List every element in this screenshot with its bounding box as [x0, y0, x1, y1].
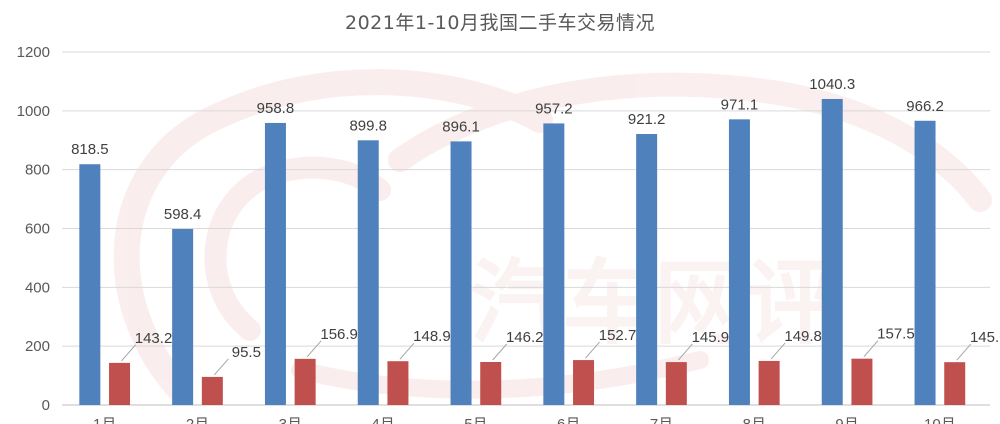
x-tick-label: 6月	[557, 416, 580, 424]
data-label-series-1: 921.2	[628, 111, 666, 128]
bar-series-1	[914, 120, 936, 405]
data-label-series-1: 818.5	[71, 141, 109, 158]
bar-series-1	[450, 141, 472, 405]
x-tick-label: 10月	[924, 416, 956, 424]
bar-series-2	[944, 362, 966, 405]
data-label-series-2: 148.9	[413, 328, 451, 345]
bar-series-2	[665, 362, 687, 405]
bar-series-1	[172, 228, 194, 405]
data-label-series-2: 143.2	[135, 330, 173, 347]
data-label-series-2: 95.5	[232, 344, 261, 361]
bar-series-2	[851, 358, 873, 405]
bar-series-1	[821, 98, 843, 405]
leader-line	[399, 342, 415, 360]
y-tick-label: 0	[42, 397, 50, 414]
x-tick-label: 9月	[835, 416, 858, 424]
bar-series-2	[201, 376, 223, 405]
leader-line	[585, 341, 600, 359]
data-label-series-2: 149.8	[784, 328, 822, 345]
data-label-series-1: 966.2	[906, 98, 944, 115]
bar-series-1	[264, 122, 286, 405]
leader-line	[121, 344, 136, 362]
x-tick-label: 5月	[464, 416, 487, 424]
leader-line	[677, 343, 693, 361]
data-label-series-1: 957.2	[535, 100, 573, 117]
bar-series-1	[636, 134, 658, 405]
bar-series-2	[109, 362, 131, 405]
bar-series-2	[480, 361, 502, 405]
bar-series-1	[357, 140, 379, 405]
data-label-series-1: 899.8	[349, 117, 387, 134]
data-label-series-2: 157.5	[877, 326, 915, 343]
leader-line	[770, 342, 786, 360]
data-label-series-1: 971.1	[721, 96, 759, 113]
data-label-series-2: 156.9	[320, 326, 358, 343]
data-label-series-2: 145.6	[970, 329, 1000, 346]
bar-series-1	[543, 123, 565, 405]
y-tick-label: 200	[25, 338, 50, 355]
x-tick-label: 8月	[743, 416, 766, 424]
y-tick-label: 1200	[17, 44, 50, 61]
bar-series-1	[79, 164, 101, 405]
x-tick-label: 3月	[279, 416, 302, 424]
leader-line	[306, 340, 322, 358]
x-tick-label: 4月	[371, 416, 394, 424]
chart-title: 2021年1-10月我国二手车交易情况	[345, 12, 655, 34]
x-tick-label: 2月	[186, 416, 209, 424]
y-tick-label: 800	[25, 162, 50, 179]
data-label-series-1: 958.8	[257, 100, 295, 117]
y-tick-label: 400	[25, 279, 50, 296]
leader-line	[213, 358, 229, 376]
data-label-series-2: 145.9	[692, 329, 730, 346]
bar-series-2	[387, 361, 409, 405]
y-tick-label: 1000	[17, 103, 50, 120]
bar-series-1	[728, 119, 750, 405]
data-label-series-1: 896.1	[442, 118, 480, 135]
data-label-series-1: 598.4	[164, 206, 202, 223]
bar-series-2	[758, 360, 780, 405]
data-label-series-2: 146.2	[506, 329, 544, 346]
leader-line	[863, 340, 879, 357]
bar-series-2	[294, 358, 316, 405]
x-tick-label: 7月	[650, 416, 673, 424]
bar-series-2	[573, 360, 595, 405]
leader-line	[956, 343, 972, 361]
data-label-series-1: 1040.3	[809, 76, 855, 93]
y-tick-label: 600	[25, 221, 50, 238]
x-tick-label: 1月	[93, 416, 116, 424]
data-label-series-2: 152.7	[599, 327, 637, 344]
leader-line	[492, 343, 508, 361]
